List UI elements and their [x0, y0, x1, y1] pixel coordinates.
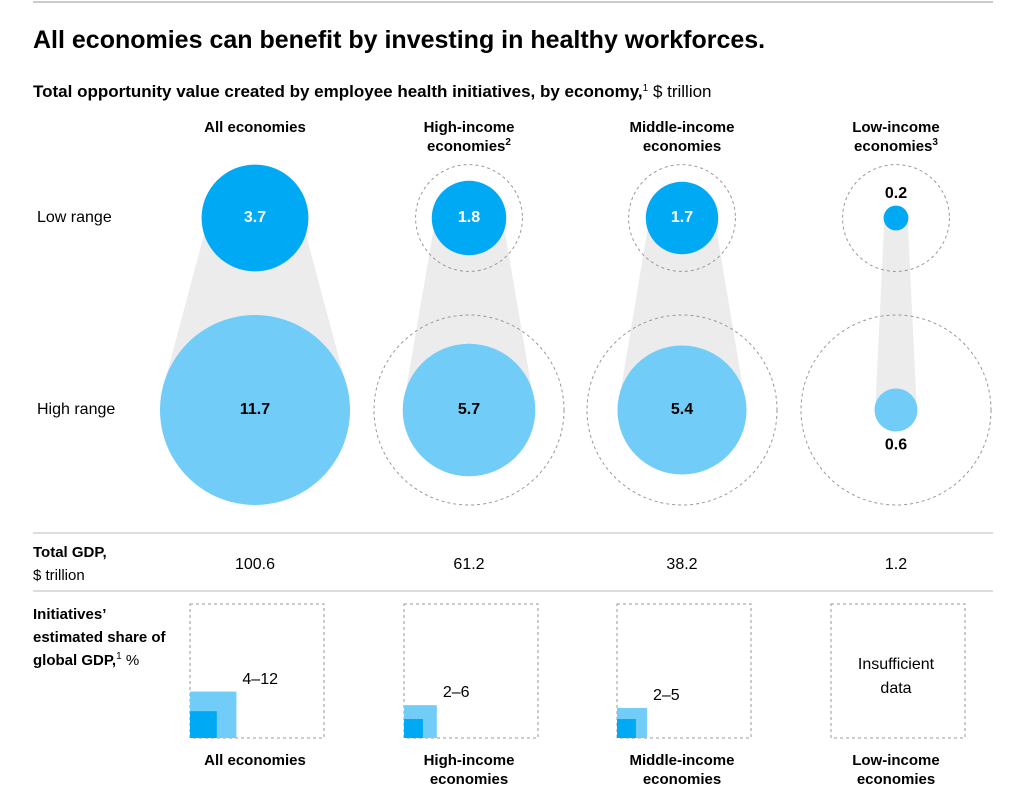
reference-circle — [842, 164, 950, 272]
gdp-unit: $ trillion — [33, 567, 85, 584]
share-value: 2–5 — [652, 687, 680, 705]
column-footer: High-income economies — [404, 751, 534, 789]
category-text: High-income economies — [423, 752, 515, 788]
reference-circle — [586, 314, 778, 506]
category-text: Low-income economies — [852, 752, 940, 788]
unit: $ trillion — [652, 82, 712, 101]
value-label: 0.2 — [885, 185, 907, 202]
footnote-ref: 1 — [642, 83, 649, 94]
gdp-value: 1.2 — [884, 556, 908, 573]
share-label: Initiatives’ estimated share of global G… — [33, 603, 168, 672]
bubble — [402, 343, 536, 477]
gdp-label: Total GDP, $ trillion — [33, 541, 107, 587]
bubble — [883, 205, 909, 231]
subtitle: Total opportunity value created by emplo… — [33, 81, 712, 103]
footnote-ref: 2 — [505, 137, 511, 148]
gdp-value: 61.2 — [453, 556, 485, 573]
share-low — [190, 711, 217, 738]
chart-title: All economies can benefit by investing i… — [33, 26, 766, 54]
share-frame — [403, 603, 539, 739]
row-label: High range — [37, 401, 116, 418]
subtitle-text: Total opportunity value created by emplo… — [33, 82, 643, 101]
column-footer: Middle-income economies — [617, 751, 747, 789]
connector — [875, 221, 917, 404]
bubble — [431, 180, 507, 256]
share-value: 2–6 — [442, 684, 470, 702]
category-text: Low-income economies — [852, 119, 940, 155]
footnote-ref: 3 — [932, 137, 938, 148]
column-footer: Low-income economies — [831, 751, 961, 789]
gdp-value: 38.2 — [666, 556, 698, 573]
bubble — [160, 315, 350, 505]
gdp-value: 100.6 — [234, 556, 276, 573]
bubble — [201, 164, 309, 272]
value-label: 1.8 — [458, 209, 480, 226]
reference-circle — [415, 164, 523, 272]
share-frame — [616, 603, 752, 739]
value-label: 3.7 — [244, 209, 266, 226]
value-label: 1.7 — [671, 209, 693, 226]
value-label: 0.6 — [885, 437, 907, 454]
category-text: Middle-income economies — [629, 752, 735, 788]
bubble — [874, 388, 918, 432]
share-value: 4–12 — [242, 670, 278, 688]
gdp-label-text: Total GDP, — [33, 544, 107, 561]
share-value: Insufficient data — [857, 656, 935, 697]
footnote-ref: 1 — [116, 651, 122, 662]
bubble — [617, 345, 747, 475]
bubble — [645, 181, 719, 255]
reference-circle — [373, 314, 565, 506]
category-text: All economies — [204, 119, 306, 136]
column-header: All economies — [190, 118, 320, 137]
share-label-text: Initiatives’ estimated share of global G… — [33, 606, 166, 669]
reference-circle — [628, 164, 736, 272]
share-unit: % — [125, 652, 140, 669]
column-header: Middle-income economies — [617, 118, 747, 156]
value-label: 11.7 — [240, 401, 270, 418]
row-label: Low range — [37, 209, 112, 226]
connector — [406, 229, 532, 391]
share-frame — [189, 603, 325, 739]
connector — [620, 228, 744, 391]
share-low — [404, 719, 423, 738]
value-label: 5.7 — [458, 401, 480, 418]
column-footer: All economies — [190, 751, 320, 770]
category-text: All economies — [204, 752, 306, 769]
category-text: Middle-income economies — [629, 119, 735, 155]
category-text: High-income economies — [423, 119, 515, 155]
share-frame — [830, 603, 966, 739]
reference-circle — [800, 314, 992, 506]
column-header: High-income economies2 — [404, 118, 534, 156]
share-low — [617, 719, 636, 738]
column-header: Low-income economies3 — [831, 118, 961, 156]
value-label: 5.4 — [671, 401, 693, 418]
